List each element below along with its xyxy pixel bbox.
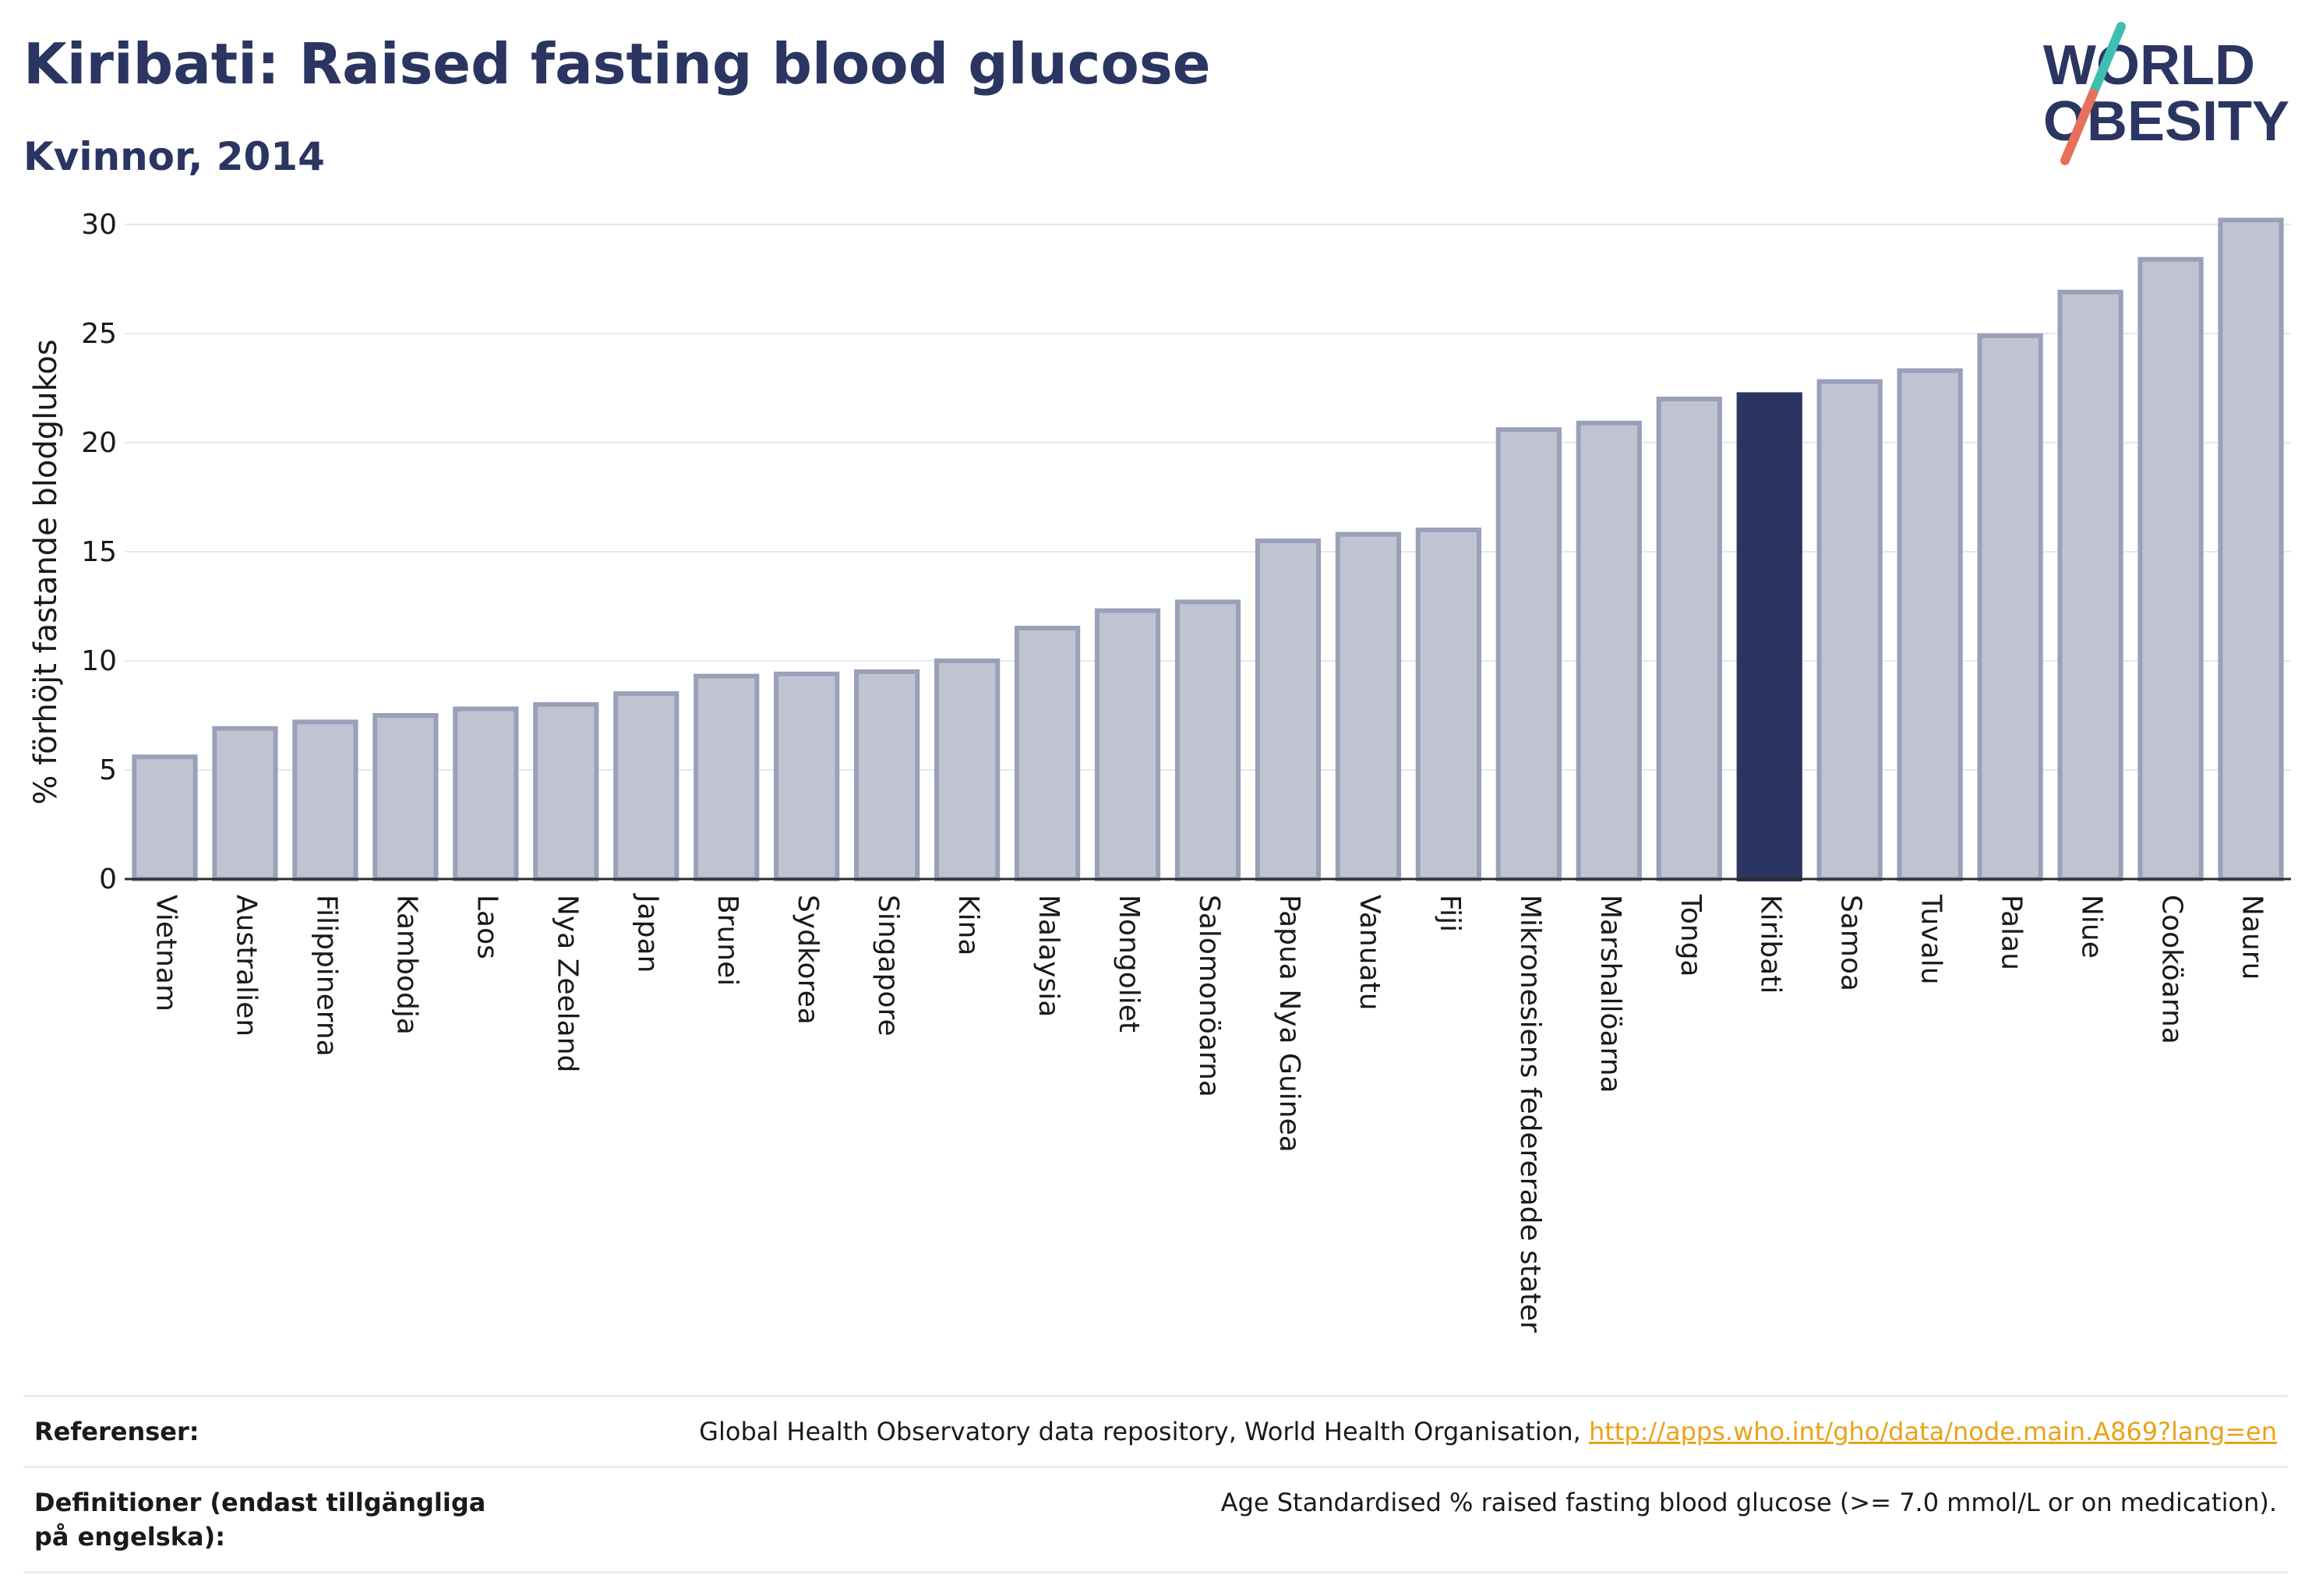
bar-cooköarna bbox=[2137, 256, 2204, 881]
bar-vanuatu bbox=[1335, 531, 1402, 881]
x-tick-label: Filippinerna bbox=[310, 895, 342, 1057]
bar-niue bbox=[2057, 289, 2123, 881]
x-tick-label: Vanuatu bbox=[1354, 895, 1385, 1011]
bar-sydkorea bbox=[774, 671, 840, 881]
x-tick-label: Malaysia bbox=[1032, 895, 1064, 1017]
bar-fiji bbox=[1415, 528, 1482, 881]
y-axis-label: % förhöjt fastande blodglukos bbox=[28, 339, 64, 804]
x-tick-label: Kina bbox=[952, 895, 984, 956]
bar-tuvalu bbox=[1897, 368, 1963, 882]
definitions-label: Definitioner (endast tillgängliga på eng… bbox=[34, 1488, 486, 1552]
references-label: Referenser: bbox=[34, 1417, 199, 1446]
bar-tonga bbox=[1656, 397, 1722, 881]
x-tick-label: Brunei bbox=[711, 895, 743, 986]
bar-salomonöarna bbox=[1174, 599, 1241, 882]
bars bbox=[132, 217, 2284, 882]
bar-papua-nya-guinea bbox=[1255, 538, 1322, 881]
chart-title: Kiribati: Raised fasting blood glucose bbox=[23, 31, 1211, 97]
x-tick-label: Fiji bbox=[1434, 895, 1466, 932]
bar-kiribati bbox=[1736, 392, 1802, 881]
x-axis-ticks: Vietnam Australien Filippinerna Kambodja Lao… bbox=[150, 893, 2268, 1333]
x-tick-label: Niue bbox=[2076, 895, 2108, 959]
x-tick-label: Vietnam bbox=[150, 895, 182, 1012]
world-obesity-logo: WORLD OBESITY bbox=[2043, 22, 2289, 165]
logo-slash-top bbox=[2088, 22, 2126, 98]
x-tick-label: Laos bbox=[471, 895, 503, 959]
x-tick-label: Cooköarna bbox=[2156, 895, 2188, 1044]
x-tick-label: Mongoliet bbox=[1113, 895, 1145, 1033]
x-tick-label: Mikronesiens federerade stater bbox=[1514, 895, 1546, 1333]
chart-subtitle: Kvinnor, 2014 bbox=[23, 134, 325, 179]
references-value: Global Health Observatory data repositor… bbox=[699, 1414, 2277, 1449]
x-tick-label: Kiribati bbox=[1755, 895, 1787, 994]
bar-filippinerna bbox=[292, 719, 358, 882]
x-tick-label: Papua Nya Guinea bbox=[1273, 895, 1305, 1153]
bar-mongoliet bbox=[1094, 608, 1161, 881]
bar-palau bbox=[1977, 333, 2043, 881]
references-text: Global Health Observatory data repositor… bbox=[699, 1417, 1589, 1446]
bar-marshallöarna bbox=[1576, 420, 1642, 881]
footer-table: Referenser: Global Health Observatory da… bbox=[23, 1395, 2288, 1573]
bar-kambodja bbox=[372, 713, 439, 881]
bar-vietnam bbox=[132, 754, 198, 882]
x-tick-label: Sydkorea bbox=[792, 895, 824, 1025]
y-tick-label: 0 bbox=[99, 863, 117, 895]
x-tick-label: Nya Zeeland bbox=[551, 895, 583, 1072]
definitions-value: Age Standardised % raised fasting blood … bbox=[1220, 1488, 2277, 1517]
x-tick-label: Palau bbox=[1996, 895, 2028, 970]
y-tick-label: 20 bbox=[81, 427, 117, 459]
x-tick-label: Australien bbox=[230, 895, 262, 1036]
bar-mikronesiens-federerade-stater bbox=[1495, 427, 1562, 881]
x-tick-label: Tuvalu bbox=[1915, 894, 1947, 985]
logo-slash-bottom bbox=[2060, 89, 2098, 165]
bar-nauru bbox=[2218, 217, 2284, 881]
y-tick-label: 10 bbox=[81, 645, 117, 677]
bar-kina bbox=[934, 659, 1001, 881]
y-tick-label: 5 bbox=[99, 754, 117, 786]
x-tick-label: Salomonöarna bbox=[1193, 895, 1225, 1097]
y-tick-label: 15 bbox=[81, 536, 117, 568]
y-tick-label: 25 bbox=[81, 318, 117, 350]
bar-singapore bbox=[854, 669, 920, 881]
y-tick-label: 30 bbox=[81, 209, 117, 241]
definitions-row: Definitioner (endast tillgängliga på eng… bbox=[23, 1466, 2288, 1573]
x-tick-label: Tonga bbox=[1675, 894, 1707, 977]
x-tick-label: Kambodja bbox=[390, 895, 422, 1035]
x-tick-label: Singapore bbox=[872, 895, 904, 1036]
references-link[interactable]: http://apps.who.int/gho/data/node.main.A… bbox=[1588, 1417, 2277, 1446]
y-axis-ticks: 0 5 10 15 20 25 30 bbox=[81, 209, 117, 895]
bar-brunei bbox=[694, 673, 760, 881]
x-tick-label: Japan bbox=[631, 893, 663, 973]
bar-japan bbox=[613, 691, 679, 881]
bar-chart: 0 5 10 15 20 25 30 Vietnam Australien Filippiner… bbox=[28, 209, 2291, 1333]
bar-malaysia bbox=[1014, 626, 1081, 881]
bar-nya-zeeland bbox=[533, 702, 599, 881]
logo-line1: WORLD bbox=[2043, 34, 2255, 97]
x-tick-label: Nauru bbox=[2236, 895, 2268, 980]
x-tick-label: Marshallöarna bbox=[1594, 895, 1626, 1093]
bar-australien bbox=[212, 726, 278, 881]
bar-samoa bbox=[1816, 379, 1883, 882]
references-row: Referenser: Global Health Observatory da… bbox=[23, 1395, 2288, 1466]
x-tick-label: Samoa bbox=[1835, 895, 1867, 991]
bar-laos bbox=[453, 706, 519, 881]
